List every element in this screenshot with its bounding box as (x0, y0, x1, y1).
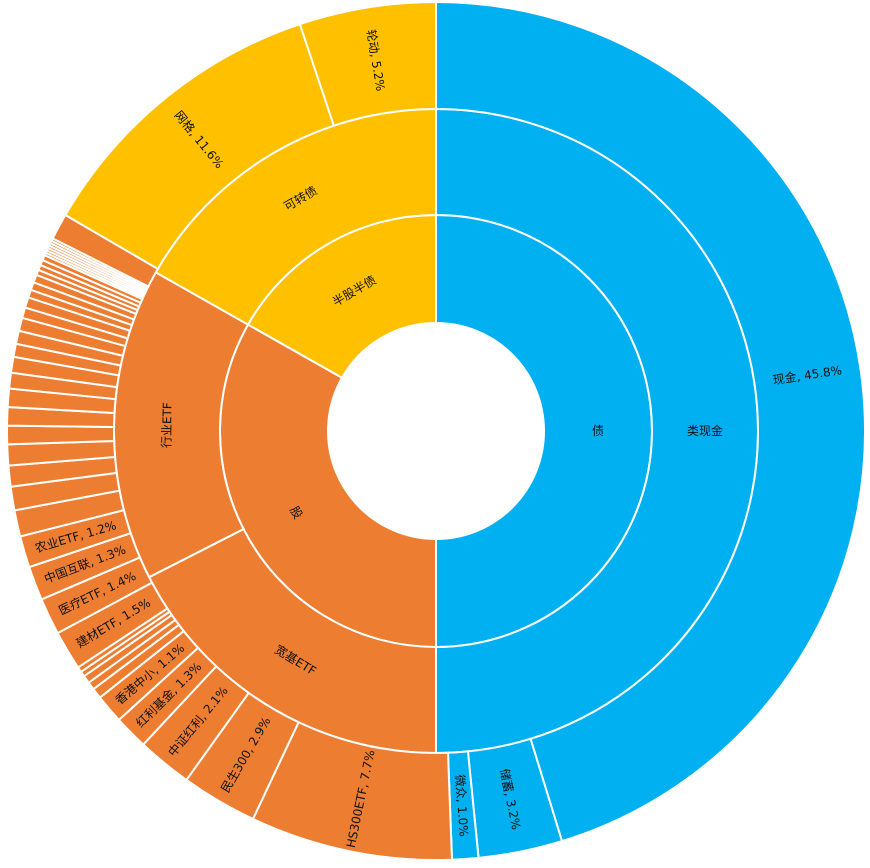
sunburst-segment-ring3-unlabeled-21 (6, 424, 116, 446)
segment-label-类现金: 类现金 (687, 423, 723, 438)
segment-label-债: 债 (592, 424, 604, 438)
segment-label-行业etf: 行业ETF (160, 402, 175, 448)
sunburst-segment-ring3-轮动-5-2 (298, 0, 437, 127)
segment-label-微众-1-0: 微众, 1.0% (453, 774, 471, 837)
arcs-layer (6, 0, 866, 861)
sunburst-segment-ring3-现金-45-8 (435, 0, 866, 843)
